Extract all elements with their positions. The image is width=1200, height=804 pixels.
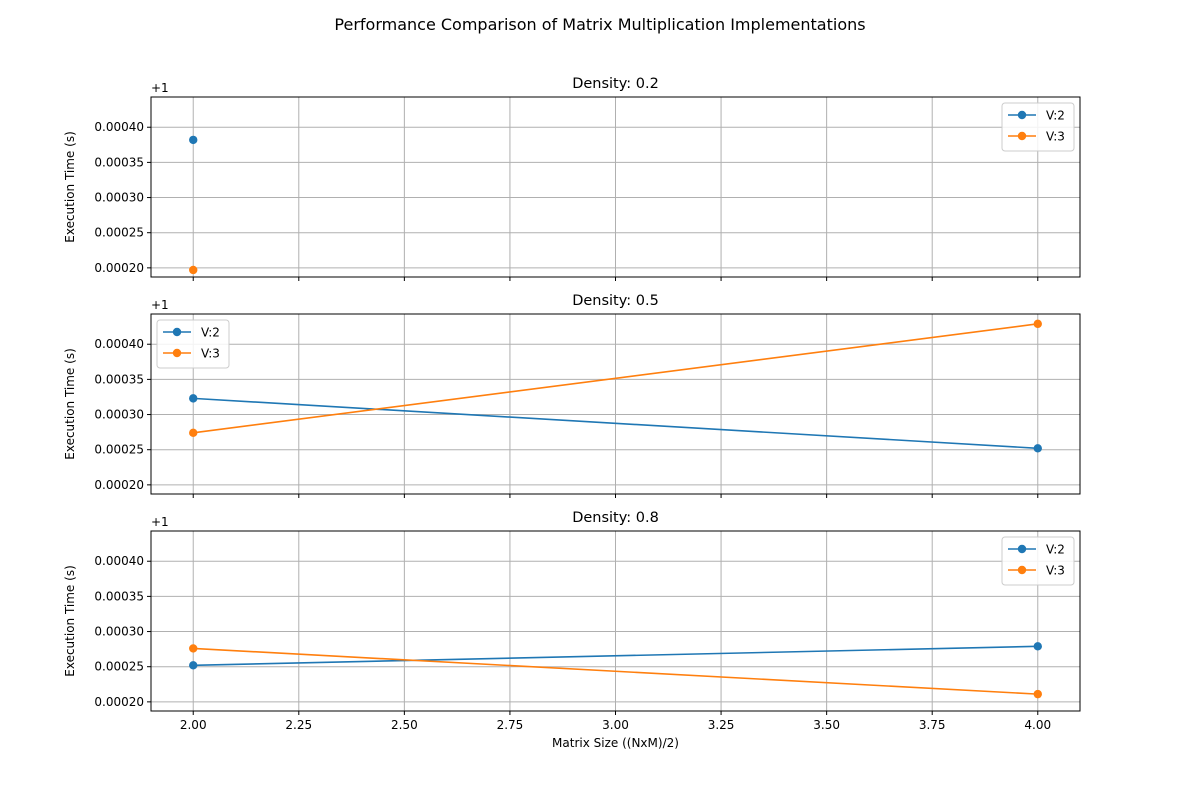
y-tick-label: 0.00025 xyxy=(94,226,144,240)
subplot-title: Density: 0.2 xyxy=(572,76,659,92)
y-tick-label: 0.00030 xyxy=(94,191,144,205)
data-point-V2 xyxy=(1033,642,1042,651)
y-tick-label: 0.00020 xyxy=(94,478,144,492)
series-line-V2 xyxy=(193,645,1038,667)
data-point-V2 xyxy=(1033,444,1042,453)
data-point-V3 xyxy=(189,265,198,275)
legend-marker xyxy=(172,348,182,358)
y-offset-label: +1 xyxy=(151,515,169,529)
y-tick-label: 0.00040 xyxy=(94,337,144,351)
legend-marker xyxy=(1017,110,1027,120)
x-tick-label: 2.25 xyxy=(285,718,312,732)
y-offset-label: +1 xyxy=(151,298,169,312)
data-point-V2 xyxy=(189,394,198,403)
legend-marker xyxy=(1017,544,1027,554)
x-axis-label: Matrix Size ((NxM)/2) xyxy=(552,736,679,750)
y-offset-label: +1 xyxy=(151,81,169,95)
data-point-V3 xyxy=(1033,689,1042,699)
legend: V:2 V:3 xyxy=(1001,102,1075,152)
axes-frame xyxy=(150,96,1081,278)
legend-label: V:2 xyxy=(1046,543,1065,557)
y-axis-label: Execution Time (s) xyxy=(63,348,77,460)
legend-label: V:3 xyxy=(1046,130,1065,144)
y-tick-label: 0.00035 xyxy=(94,589,144,603)
x-tick-label: 4.00 xyxy=(1024,718,1051,732)
x-tick-label: 3.50 xyxy=(813,718,840,732)
legend-label: V:3 xyxy=(201,347,220,361)
y-axis-label: Execution Time (s) xyxy=(63,565,77,677)
series-line-V3 xyxy=(193,323,1038,434)
subplot-title: Density: 0.5 xyxy=(572,293,659,309)
data-point-V3 xyxy=(189,644,198,653)
x-tick-label: 3.00 xyxy=(602,718,629,732)
axes-frame xyxy=(150,313,1081,495)
data-point-V2 xyxy=(189,661,198,670)
x-tick-label: 3.25 xyxy=(708,718,735,732)
y-tick-label: 0.00035 xyxy=(94,155,144,169)
subplot-1: 0.00020 0.00025 0.00030 0.00035 0.00040 +1 Den… xyxy=(63,76,1081,281)
x-tick-label: 2.50 xyxy=(391,718,418,732)
data-point-V3 xyxy=(189,428,198,438)
y-tick-label: 0.00020 xyxy=(94,261,144,275)
subplot-2: 0.00020 0.00025 0.00030 0.00035 0.00040 +1 Den… xyxy=(63,293,1081,498)
legend-marker xyxy=(1017,565,1027,575)
legend-marker xyxy=(1017,131,1027,141)
y-tick-label: 0.00025 xyxy=(94,660,144,674)
legend-label: V:3 xyxy=(1046,564,1065,578)
series-line-V2 xyxy=(193,397,1038,450)
y-tick-label: 0.00025 xyxy=(94,443,144,457)
y-tick-label: 0.00040 xyxy=(94,120,144,134)
subplot-title: Density: 0.8 xyxy=(572,510,659,526)
y-tick-label: 0.00030 xyxy=(94,625,144,639)
x-tick-label: 2.00 xyxy=(180,718,207,732)
y-tick-label: 0.00035 xyxy=(94,372,144,386)
x-tick-label: 3.75 xyxy=(919,718,946,732)
data-point-V3 xyxy=(1033,319,1042,329)
legend-label: V:2 xyxy=(201,326,220,340)
y-tick-label: 0.00020 xyxy=(94,695,144,709)
data-point-V2 xyxy=(189,135,198,145)
y-axis-label: Execution Time (s) xyxy=(63,131,77,243)
y-tick-label: 0.00040 xyxy=(94,554,144,568)
legend: V:2 V:3 xyxy=(1001,536,1075,586)
figure-title: Performance Comparison of Matrix Multipl… xyxy=(334,15,865,34)
series-line-V3 xyxy=(193,647,1038,695)
y-tick-label: 0.00030 xyxy=(94,408,144,422)
legend: V:2 V:3 xyxy=(156,319,230,369)
subplot-3: 2.00 2.25 2.50 2.75 3.00 3.25 3.50 3.75 4.00 0.00… xyxy=(63,510,1081,750)
x-tick-label: 2.75 xyxy=(497,718,524,732)
legend-marker xyxy=(172,327,182,337)
axes-frame xyxy=(150,530,1081,712)
legend-label: V:2 xyxy=(1046,109,1065,123)
